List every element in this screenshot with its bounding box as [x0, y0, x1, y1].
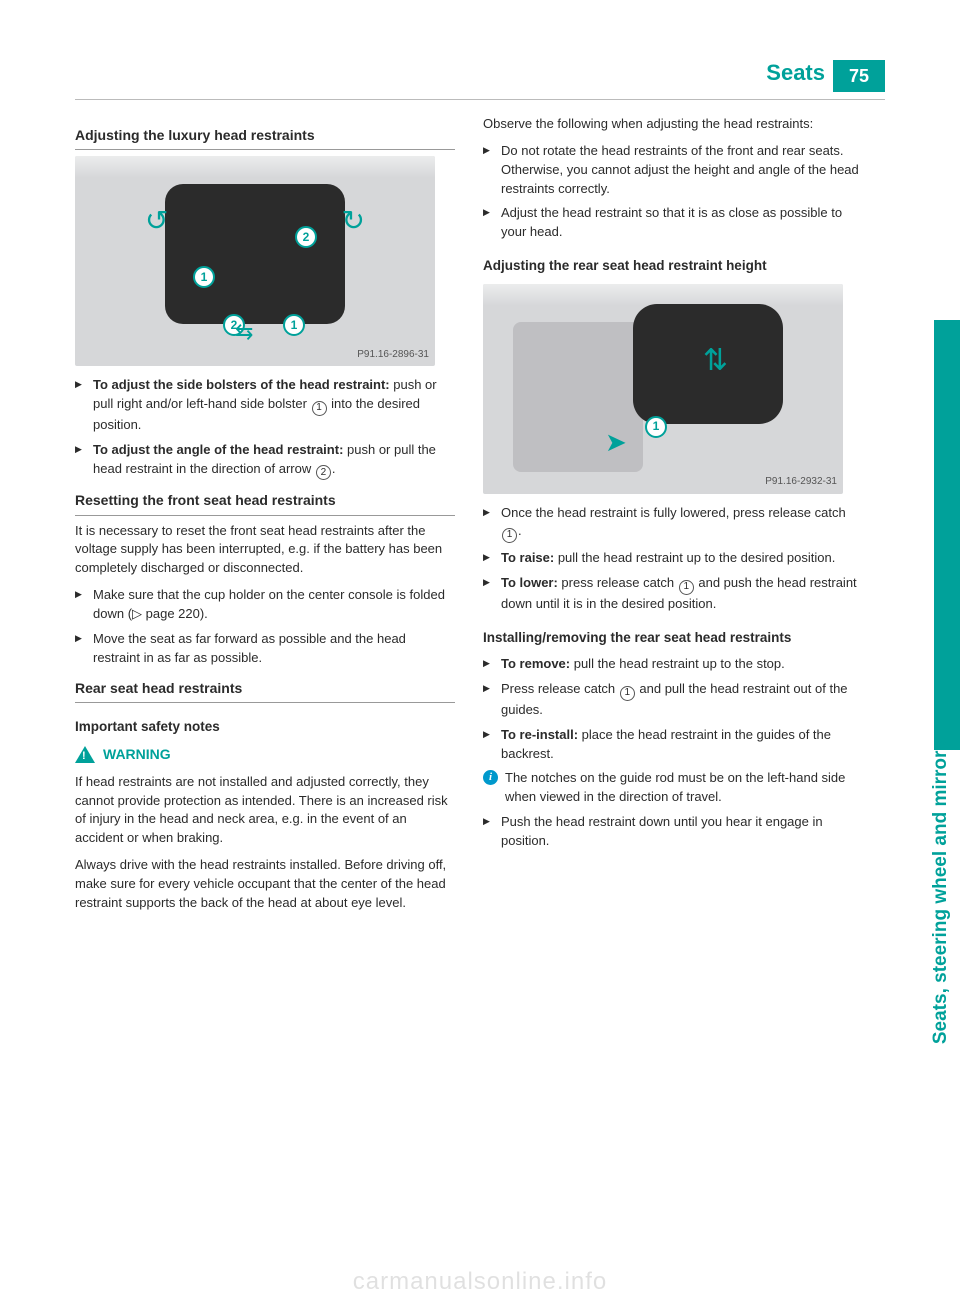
- list-item: To lower: press release catch 1 and push…: [483, 574, 863, 614]
- list-item: To remove: pull the head restraint up to…: [483, 655, 863, 674]
- callout-marker: 1: [283, 314, 305, 336]
- side-tab: [934, 320, 960, 750]
- heading-safety: Important safety notes: [75, 717, 455, 737]
- warning-triangle-icon: [75, 746, 95, 763]
- inline-callout: 1: [502, 528, 517, 543]
- page-number: 75: [833, 60, 885, 92]
- list-item: To raise: pull the head restraint up to …: [483, 549, 863, 568]
- text: press release catch: [558, 575, 678, 590]
- header-rule: [75, 99, 885, 100]
- figure-caption: P91.16-2896-31: [357, 348, 429, 363]
- text: Press release catch: [501, 681, 619, 696]
- heading-rear: Rear seat head restraints: [75, 678, 455, 703]
- heading-luxury: Adjusting the luxury head restraints: [75, 125, 455, 150]
- list-item: Move the seat as far forward as possible…: [75, 630, 455, 668]
- text: pull the head restraint up to the stop.: [570, 656, 785, 671]
- list-item: Make sure that the cup holder on the cen…: [75, 586, 455, 624]
- inline-callout: 1: [312, 401, 327, 416]
- text: .: [332, 461, 336, 476]
- warning-paragraph: If head restraints are not installed and…: [75, 773, 455, 848]
- list-item: Do not rotate the head restraints of the…: [483, 142, 863, 199]
- figure-caption: P91.16-2932-31: [765, 475, 837, 490]
- heading-install-remove: Installing/removing the rear seat head r…: [483, 628, 863, 648]
- list-item: Once the head restraint is fully lowered…: [483, 504, 863, 544]
- curve-arrow-icon: ↻: [342, 201, 365, 242]
- inline-callout: 1: [620, 686, 635, 701]
- list-item: Push the head restraint down until you h…: [483, 813, 863, 851]
- arrow-icon: ➤: [605, 424, 627, 462]
- header-section-title: Seats: [766, 60, 825, 86]
- strong-text: To re-install:: [501, 727, 578, 742]
- list-item: Adjust the head restraint so that it is …: [483, 204, 863, 242]
- warning-paragraph: Always drive with the head restraints in…: [75, 856, 455, 913]
- text: .: [518, 523, 522, 538]
- page-content: Seats 75 Adjusting the luxury head restr…: [75, 60, 885, 1220]
- left-column: Adjusting the luxury head restraints ↺ ↻…: [75, 115, 455, 921]
- warning-label: WARNING: [103, 744, 171, 764]
- side-section-label: Seats, steering wheel and mirrors: [930, 740, 952, 1044]
- list-item: Press release catch 1 and pull the head …: [483, 680, 863, 720]
- text: Otherwise, you cannot adjust the height …: [501, 162, 859, 196]
- text: pull the head restraint up to the desire…: [554, 550, 835, 565]
- text: Once the head restraint is fully lowered…: [501, 505, 846, 520]
- strong-text: To raise:: [501, 550, 554, 565]
- list-item: To re-install: place the head restraint …: [483, 726, 863, 764]
- info-note: The notches on the guide rod must be on …: [483, 769, 863, 807]
- watermark: carmanualsonline.info: [0, 1268, 960, 1296]
- paragraph: Observe the following when adjusting the…: [483, 115, 863, 134]
- paragraph: It is necessary to reset the front seat …: [75, 522, 455, 579]
- page-header: Seats 75: [75, 60, 885, 100]
- inline-callout: 1: [679, 580, 694, 595]
- warning-heading: WARNING: [75, 744, 455, 764]
- list-item: To adjust the angle of the head restrain…: [75, 441, 455, 481]
- curve-arrow-icon: ↺: [145, 201, 168, 242]
- strong-text: To adjust the side bolsters of the head …: [93, 377, 390, 392]
- inline-callout: 2: [316, 465, 331, 480]
- heading-reset: Resetting the front seat head restraints: [75, 490, 455, 515]
- text: Do not rotate the head restraints of the…: [501, 143, 844, 158]
- figure-luxury-headrest: ↺ ↻ 1 2 2 1 ⇆ P91.16-2896-31: [75, 156, 435, 366]
- callout-marker: 1: [645, 416, 667, 438]
- double-arrow-icon: ⇅: [703, 339, 728, 383]
- figure-rear-headrest: 1 ➤ ⇅ P91.16-2932-31: [483, 284, 843, 494]
- double-arrow-icon: ⇆: [235, 316, 253, 348]
- strong-text: To adjust the angle of the head restrain…: [93, 442, 343, 457]
- list-item: To adjust the side bolsters of the head …: [75, 376, 455, 434]
- right-column: Observe the following when adjusting the…: [483, 115, 863, 921]
- heading-adjust-rear: Adjusting the rear seat head restraint h…: [483, 256, 863, 276]
- strong-text: To lower:: [501, 575, 558, 590]
- strong-text: To remove:: [501, 656, 570, 671]
